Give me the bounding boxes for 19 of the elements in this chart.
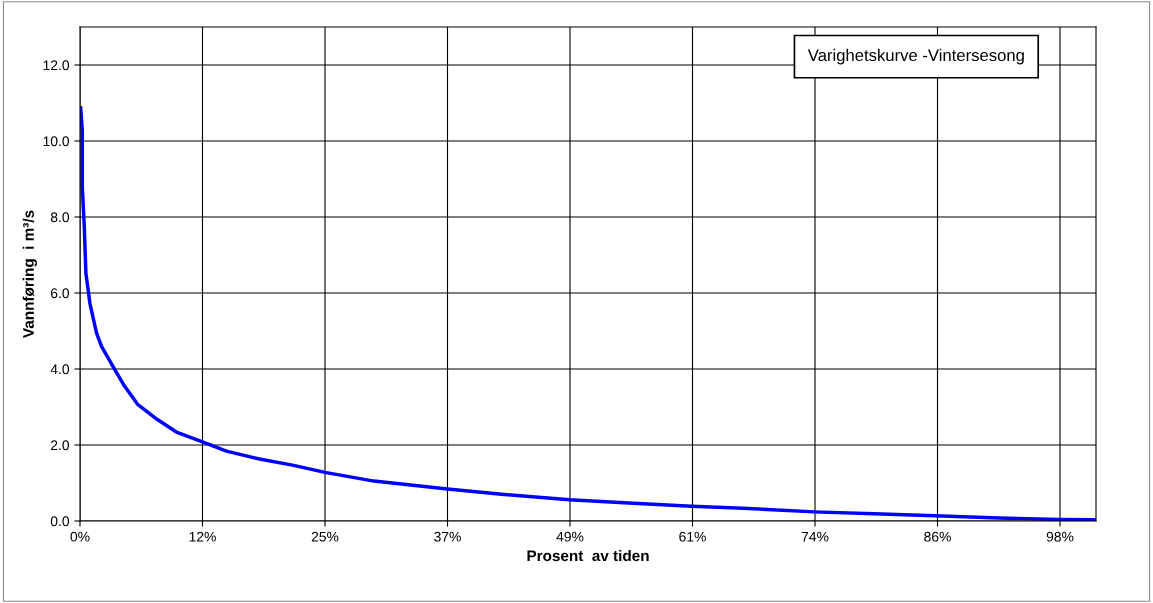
- x-tick-label: 37%: [434, 531, 461, 542]
- x-axis-title: Prosent av tiden: [527, 549, 649, 562]
- y-tick-label: 0.0: [50, 516, 70, 527]
- x-tick-label: 12%: [189, 531, 216, 542]
- y-axis-title: Vannføring i m³/s: [22, 210, 37, 338]
- y-tick-label: 10.0: [43, 136, 70, 147]
- x-tick-label: 0%: [70, 531, 90, 542]
- x-tick-label: 61%: [679, 531, 706, 542]
- x-tick-label: 74%: [801, 531, 829, 542]
- y-tick-label: 8.0: [50, 212, 70, 223]
- x-tick-label: 86%: [924, 531, 951, 542]
- y-tick-label: 12.0: [43, 60, 70, 71]
- x-tick-label: 98%: [1046, 531, 1074, 542]
- y-tick-label: 2.0: [50, 440, 70, 451]
- y-tick-label: 4.0: [50, 364, 70, 375]
- y-tick-label: 6.0: [50, 288, 70, 299]
- x-tick-label: 49%: [556, 531, 584, 542]
- x-tick-label: 25%: [311, 531, 339, 542]
- text: Varighetskurve -Vintersesong: [807, 48, 1024, 65]
